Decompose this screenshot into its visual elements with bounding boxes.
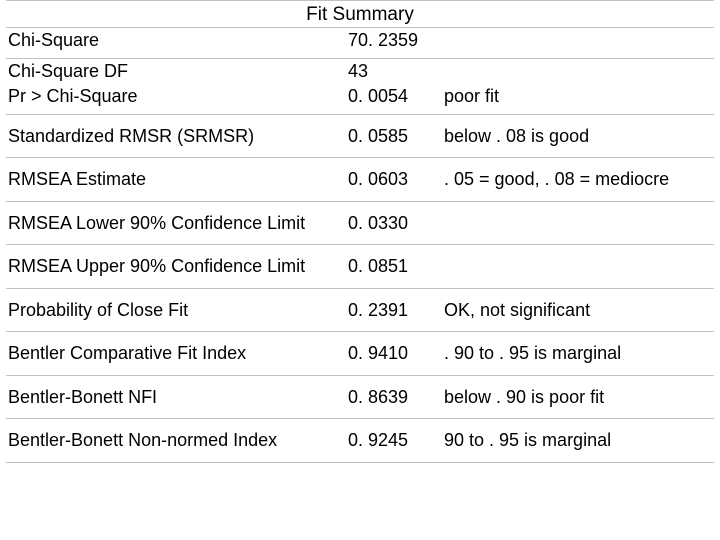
stat-value: 43 — [346, 59, 442, 84]
stat-note: OK, not significant — [442, 288, 714, 332]
stat-note — [442, 59, 714, 84]
stat-value: 0. 0603 — [346, 158, 442, 202]
stat-value: 0. 0330 — [346, 201, 442, 245]
stat-note — [442, 245, 714, 289]
table-row: Chi-Square DF 43 — [6, 59, 714, 84]
stat-value: 0. 0585 — [346, 114, 442, 158]
table-row: Bentler-Bonett NFI 0. 8639 below . 90 is… — [6, 375, 714, 419]
stat-label: Chi-Square DF — [6, 59, 346, 84]
stat-label: Chi-Square — [6, 28, 346, 53]
stat-note: . 05 = good, . 08 = mediocre — [442, 158, 714, 202]
table-row: RMSEA Estimate 0. 0603 . 05 = good, . 08… — [6, 158, 714, 202]
stat-value: 0. 2391 — [346, 288, 442, 332]
table-title: Fit Summary — [6, 1, 714, 28]
stat-value: 0. 0054 — [346, 84, 442, 115]
fit-summary-table-container: Fit Summary Chi-Square 70. 2359 Chi-Squa… — [0, 0, 720, 463]
table-row: Standardized RMSR (SRMSR) 0. 0585 below … — [6, 114, 714, 158]
stat-value: 0. 9245 — [346, 419, 442, 463]
stat-value: 70. 2359 — [346, 28, 442, 53]
stat-label: RMSEA Estimate — [6, 158, 346, 202]
table-row: RMSEA Lower 90% Confidence Limit 0. 0330 — [6, 201, 714, 245]
table-row: Bentler Comparative Fit Index 0. 9410 . … — [6, 332, 714, 376]
stat-label: Pr > Chi-Square — [6, 84, 346, 115]
stat-label: RMSEA Upper 90% Confidence Limit — [6, 245, 346, 289]
fit-summary-table: Fit Summary Chi-Square 70. 2359 Chi-Squa… — [6, 0, 714, 463]
table-row: RMSEA Upper 90% Confidence Limit 0. 0851 — [6, 245, 714, 289]
stat-label: Bentler-Bonett Non-normed Index — [6, 419, 346, 463]
table-row: Probability of Close Fit 0. 2391 OK, not… — [6, 288, 714, 332]
stat-note: below . 08 is good — [442, 114, 714, 158]
stat-note: poor fit — [442, 84, 714, 115]
stat-label: Bentler Comparative Fit Index — [6, 332, 346, 376]
table-row: Bentler-Bonett Non-normed Index 0. 9245 … — [6, 419, 714, 463]
table-title-row: Fit Summary — [6, 1, 714, 28]
stat-note — [442, 201, 714, 245]
stat-note: below . 90 is poor fit — [442, 375, 714, 419]
stat-label: Bentler-Bonett NFI — [6, 375, 346, 419]
stat-value: 0. 0851 — [346, 245, 442, 289]
stat-label: Standardized RMSR (SRMSR) — [6, 114, 346, 158]
stat-value: 0. 9410 — [346, 332, 442, 376]
stat-note — [442, 28, 714, 53]
stat-label: Probability of Close Fit — [6, 288, 346, 332]
table-row: Chi-Square 70. 2359 — [6, 28, 714, 53]
stat-value: 0. 8639 — [346, 375, 442, 419]
table-row: Pr > Chi-Square 0. 0054 poor fit — [6, 84, 714, 115]
stat-label: RMSEA Lower 90% Confidence Limit — [6, 201, 346, 245]
stat-note: 90 to . 95 is marginal — [442, 419, 714, 463]
stat-note: . 90 to . 95 is marginal — [442, 332, 714, 376]
